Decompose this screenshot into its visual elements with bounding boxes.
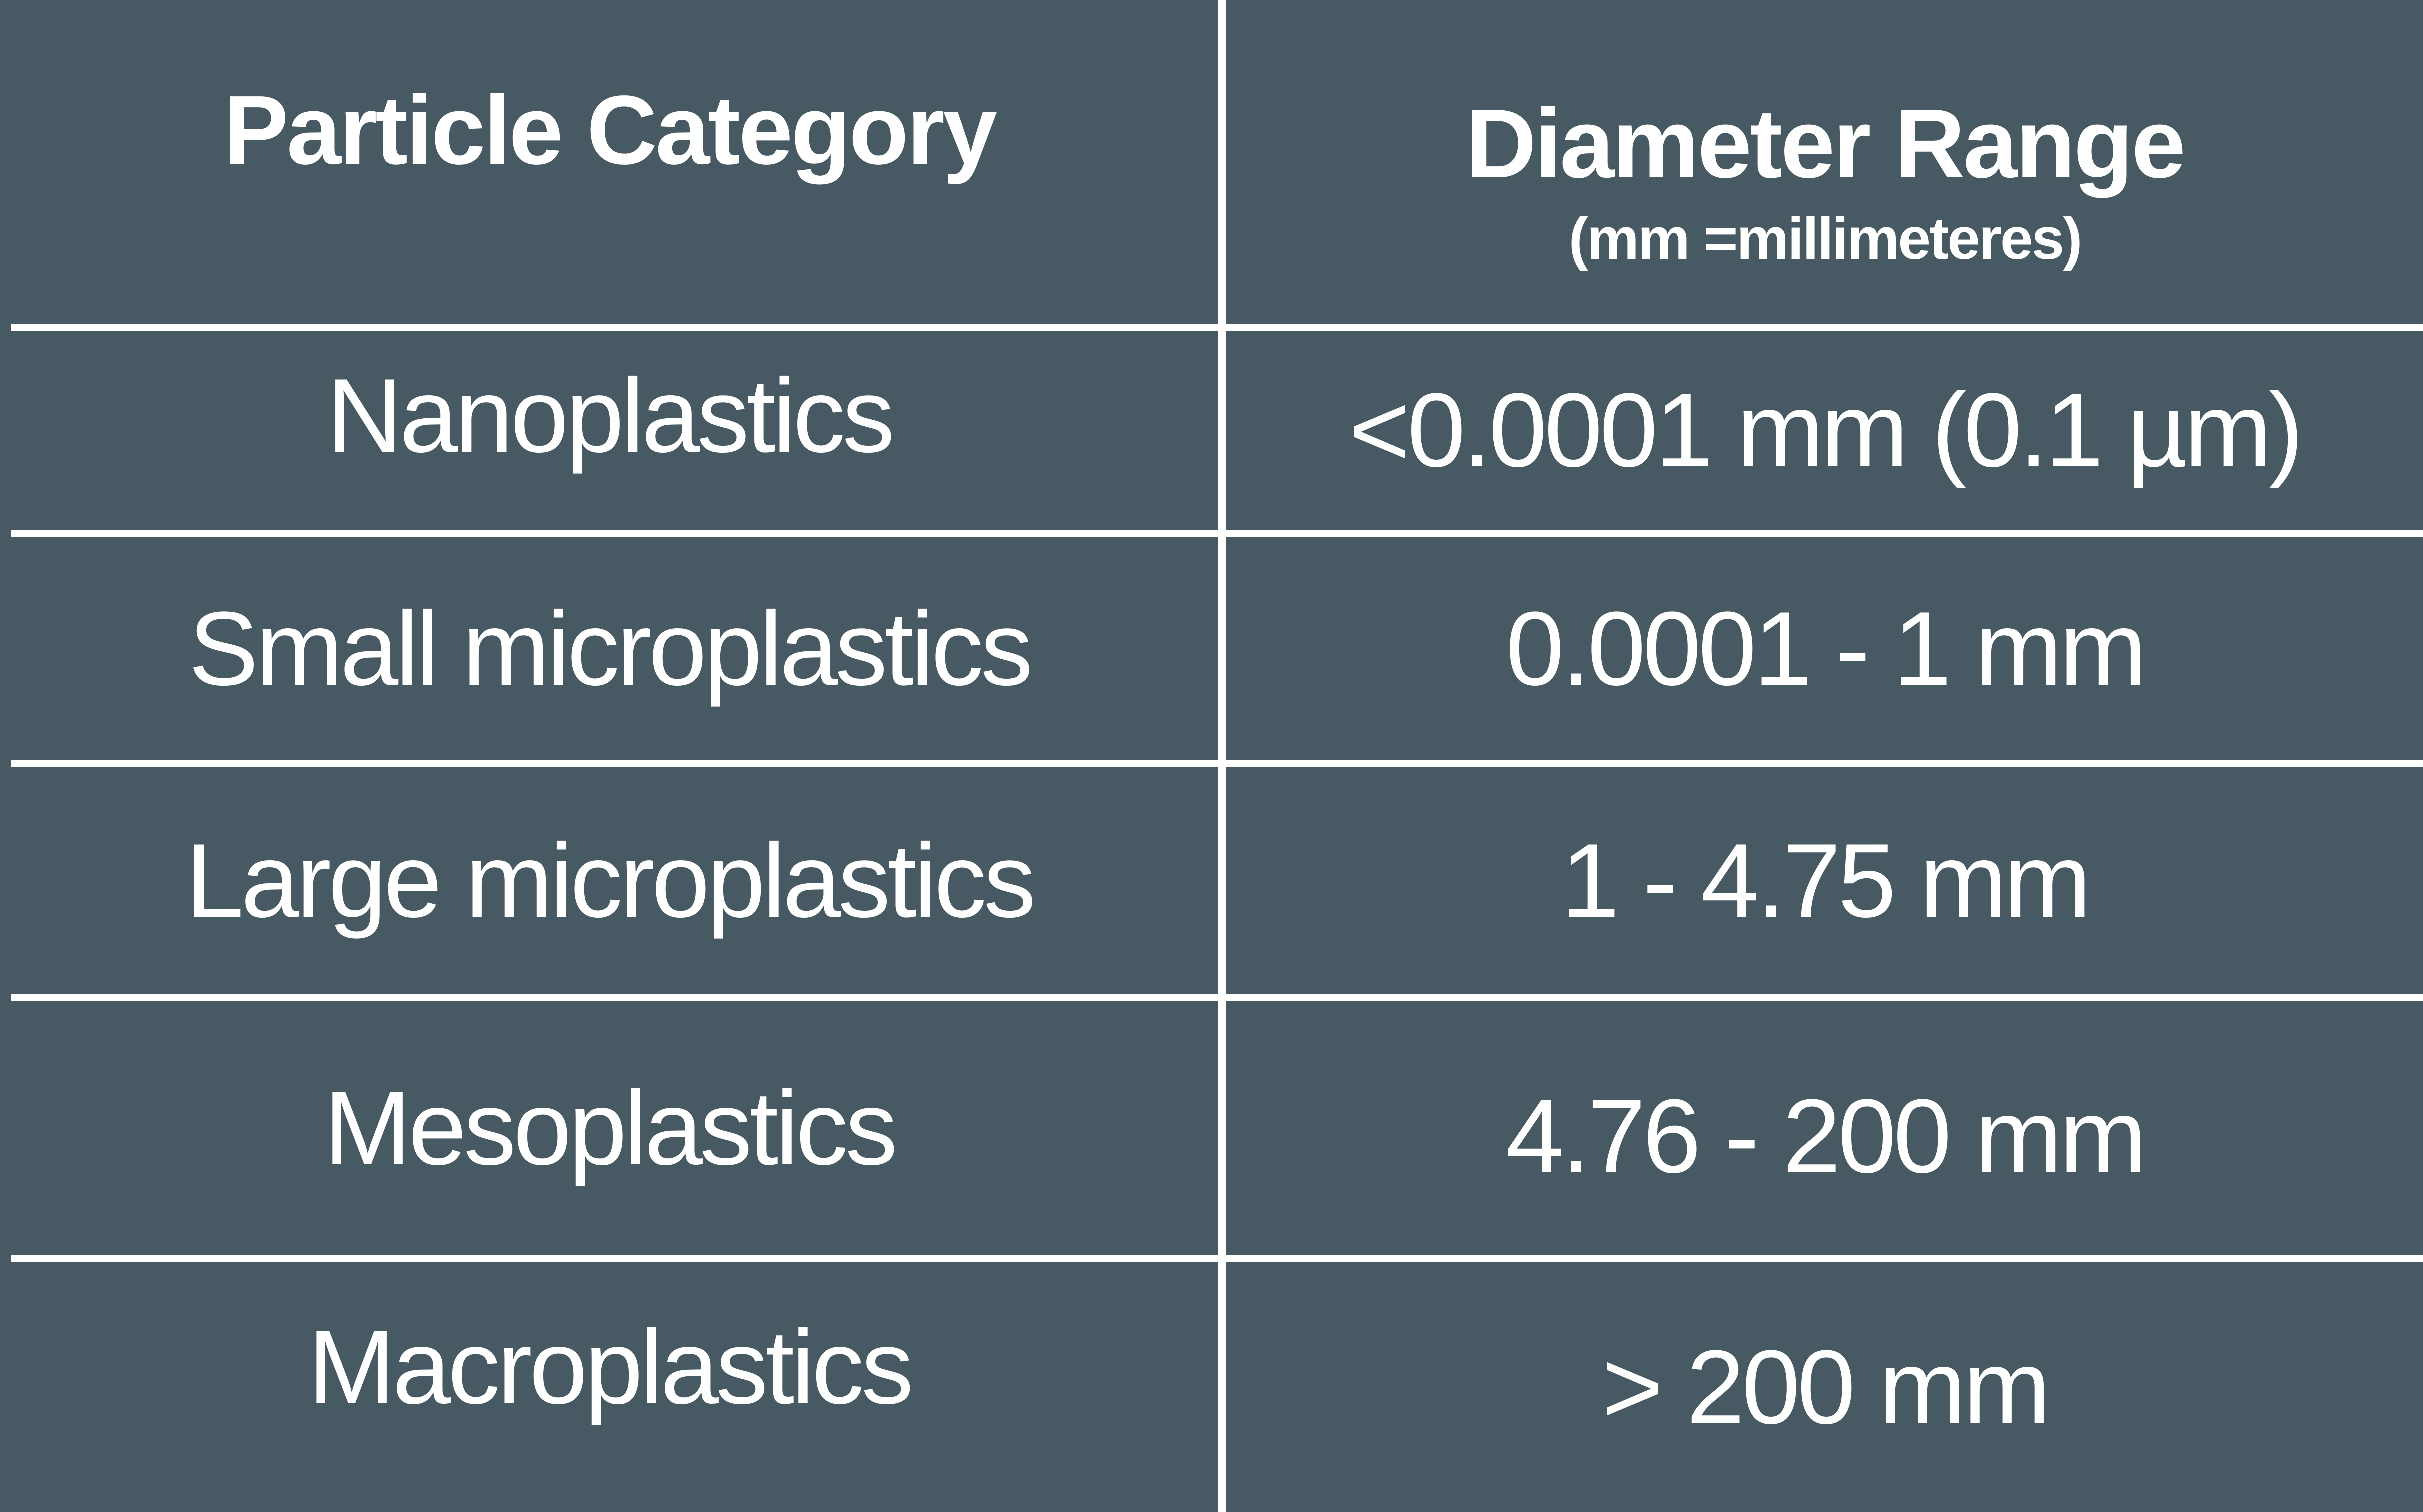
category-small-microplastics: Small microplastics bbox=[188, 590, 1033, 707]
table-row-range: 0.0001 - 1 mm bbox=[1226, 537, 2423, 760]
row-divider bbox=[11, 760, 2423, 767]
category-mesoplastics: Mesoplastics bbox=[324, 1069, 898, 1187]
table-row-range: > 200 mm bbox=[1226, 1262, 2423, 1512]
header-diameter-cell: Diameter Range (mm =millimeteres) bbox=[1226, 55, 2423, 305]
header-diameter-unit-note: (mm =millimeteres) bbox=[1568, 205, 2083, 272]
header-category: Particle Category bbox=[223, 75, 997, 185]
table-row-category: Small microplastics bbox=[0, 537, 1218, 760]
table-row-category: Nanoplastics bbox=[0, 331, 1218, 501]
category-nanoplastics: Nanoplastics bbox=[326, 357, 895, 474]
range-mesoplastics: 4.76 - 200 mm bbox=[1506, 1077, 2147, 1195]
table-row-range: 1 - 4.75 mm bbox=[1226, 767, 2423, 994]
range-nanoplastics: <0.0001 mm (0.1 µm) bbox=[1349, 371, 2304, 489]
row-divider bbox=[11, 324, 2423, 331]
row-divider bbox=[11, 1255, 2423, 1262]
table-row-range: 4.76 - 200 mm bbox=[1226, 1001, 2423, 1271]
range-small-microplastics: 0.0001 - 1 mm bbox=[1506, 590, 2147, 707]
header-diameter: Diameter Range bbox=[1465, 88, 2186, 198]
row-divider bbox=[11, 994, 2423, 1001]
category-macroplastics: Macroplastics bbox=[308, 1308, 914, 1426]
table-row-category: Large microplastics bbox=[0, 767, 1218, 994]
table-row-range: <0.0001 mm (0.1 µm) bbox=[1226, 331, 2423, 530]
row-divider bbox=[11, 530, 2423, 537]
header-category-cell: Particle Category bbox=[0, 30, 1218, 230]
column-divider bbox=[1218, 0, 1226, 1512]
table-row-category: Mesoplastics bbox=[0, 1001, 1218, 1255]
category-large-microplastics: Large microplastics bbox=[185, 822, 1036, 939]
table-row-category: Macroplastics bbox=[0, 1262, 1218, 1472]
range-macroplastics: > 200 mm bbox=[1602, 1328, 2051, 1446]
range-large-microplastics: 1 - 4.75 mm bbox=[1561, 822, 2091, 939]
